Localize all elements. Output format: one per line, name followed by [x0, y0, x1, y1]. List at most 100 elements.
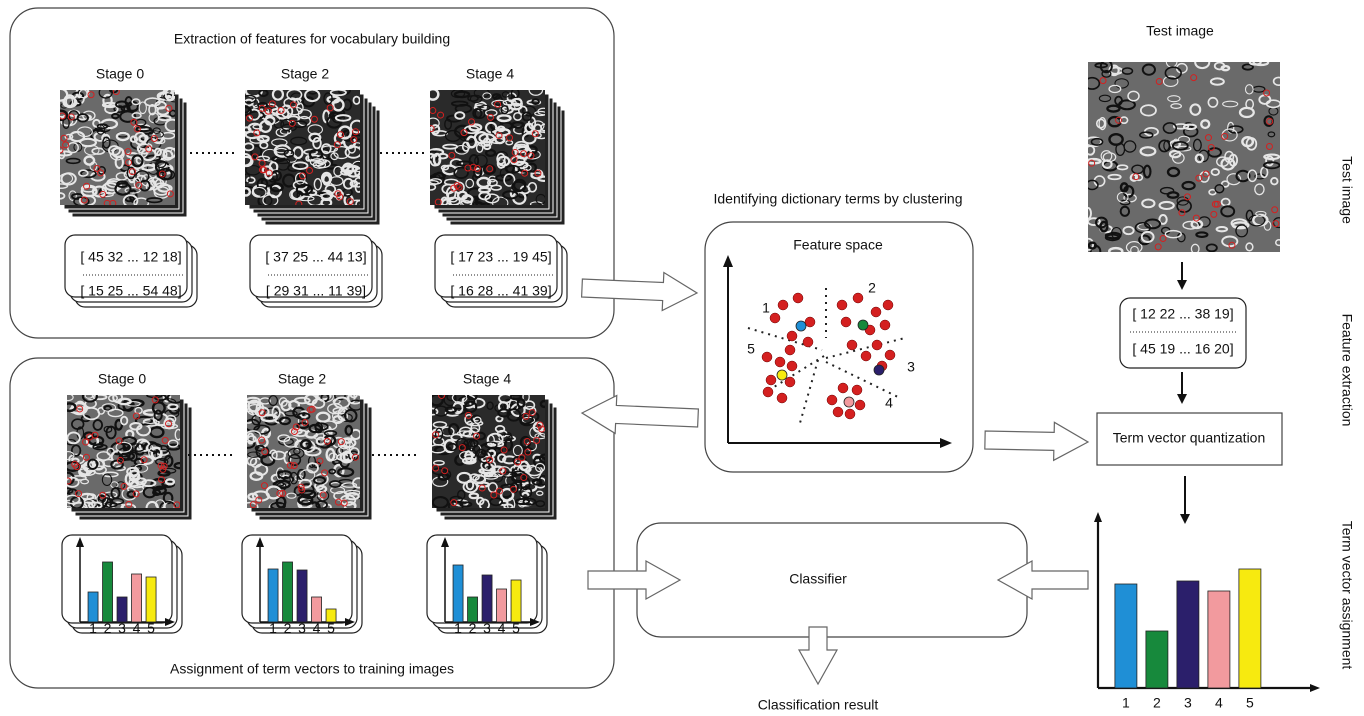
cell [474, 154, 488, 168]
keypoint [478, 484, 486, 492]
cell [245, 94, 257, 104]
cell [104, 180, 123, 192]
card [64, 234, 188, 298]
keypoint [1159, 234, 1167, 242]
cell [71, 418, 85, 430]
cell [1194, 153, 1205, 164]
cell [1144, 218, 1162, 230]
cell [148, 446, 162, 459]
cell [154, 499, 166, 508]
cell [1108, 84, 1122, 94]
bar [496, 588, 507, 623]
card [249, 234, 373, 298]
cluster-number: 2 [868, 280, 876, 296]
keypoint [255, 496, 263, 504]
keypoint [1154, 243, 1162, 251]
cell [1216, 156, 1230, 167]
cell [526, 440, 537, 452]
cell [539, 399, 545, 409]
cluster-boundary [825, 361, 901, 399]
card [434, 234, 558, 298]
bar [116, 596, 128, 623]
feature-point [882, 299, 894, 311]
cell [290, 136, 308, 146]
cell [1158, 139, 1171, 153]
cell [1221, 235, 1239, 248]
arrow-head [345, 618, 355, 626]
cell [328, 480, 342, 488]
cell [80, 478, 90, 485]
keypoint [132, 490, 140, 498]
cell [154, 395, 167, 402]
cell [443, 395, 457, 407]
cell [328, 468, 337, 475]
keypoint [333, 141, 341, 149]
cell [245, 105, 252, 117]
keypoint [258, 436, 266, 444]
keypoint [464, 411, 472, 419]
cell [432, 476, 449, 487]
bar [467, 596, 478, 623]
stage-label: Stage 2 [281, 66, 329, 82]
cell [256, 134, 270, 142]
cell [1263, 153, 1280, 161]
cell [472, 107, 483, 119]
cell [103, 404, 113, 412]
cell [535, 500, 545, 508]
cell [468, 154, 480, 168]
cell [1220, 157, 1236, 171]
cell [1090, 137, 1104, 146]
cell [115, 131, 130, 142]
micrograph [1088, 62, 1280, 252]
cell [261, 165, 274, 175]
cell [114, 155, 124, 170]
category-label: 5 [327, 620, 335, 636]
cell [114, 182, 132, 196]
cell [307, 154, 323, 162]
cell [92, 419, 104, 431]
cell [510, 121, 525, 129]
cell [287, 447, 305, 459]
micrograph [245, 90, 360, 205]
cell [484, 148, 497, 158]
cell [1139, 146, 1157, 157]
cell [527, 162, 538, 173]
keypoint [432, 431, 440, 439]
cell [481, 471, 497, 478]
keypoint [151, 396, 159, 404]
side-label: Test image [1339, 156, 1355, 224]
cell [342, 177, 354, 190]
cell [1114, 95, 1123, 106]
feature-vector: [ 29 31 ... 11 39] [266, 283, 366, 299]
cell [1222, 100, 1239, 108]
keypoint [292, 423, 300, 431]
keypoint [319, 491, 327, 499]
cell [1166, 191, 1180, 199]
bar [145, 576, 157, 623]
keypoint [310, 115, 318, 123]
extraction-title: Extraction of features for vocabulary bu… [174, 31, 450, 47]
cell [469, 397, 486, 409]
keypoint [453, 182, 461, 190]
cell [124, 195, 135, 203]
cell [81, 395, 98, 403]
cell [174, 428, 180, 441]
cell [475, 431, 486, 441]
cell [343, 408, 358, 423]
cell [265, 485, 282, 500]
cell [73, 196, 90, 205]
cell [164, 118, 175, 133]
cell [324, 184, 337, 195]
keypoint [510, 156, 518, 164]
category-label: 4 [498, 620, 506, 636]
cell [1267, 131, 1276, 138]
cell [499, 433, 513, 442]
feature-point [837, 382, 849, 394]
cell [1170, 103, 1182, 110]
cell [87, 501, 103, 508]
cell [299, 469, 316, 482]
cell [1244, 84, 1254, 95]
feature-point [840, 316, 852, 328]
cell [116, 397, 132, 406]
bar [131, 573, 142, 623]
